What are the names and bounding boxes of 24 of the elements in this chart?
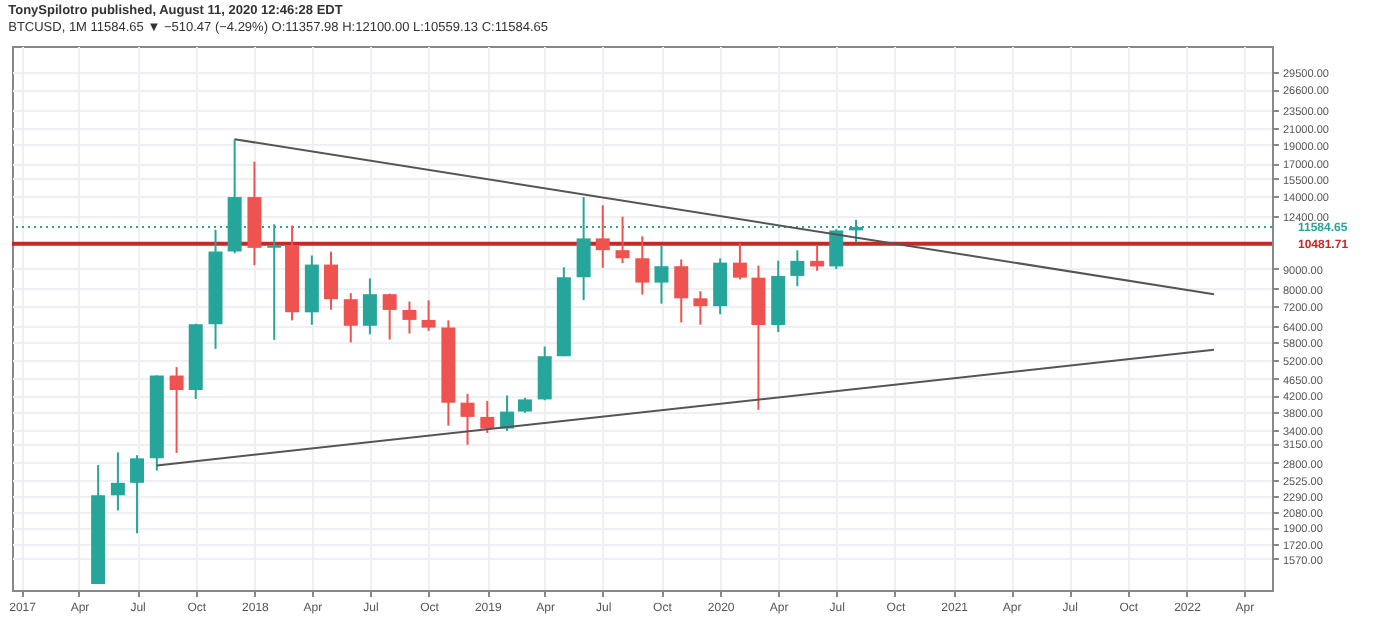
candlestick [654, 244, 669, 305]
candlestick [323, 250, 338, 311]
candlestick [713, 257, 728, 316]
candlestick [615, 215, 630, 265]
candlestick [480, 400, 495, 434]
candlestick [674, 258, 689, 324]
candlestick [537, 345, 552, 402]
candlestick [732, 242, 747, 281]
candlestick [110, 451, 125, 512]
candlestick [460, 392, 475, 446]
candlestick [595, 204, 610, 269]
candlestick [402, 300, 417, 335]
candlestick [421, 299, 436, 332]
candlestick [751, 264, 766, 411]
candlestick [169, 366, 184, 454]
candlestick [635, 235, 650, 296]
candlestick [343, 292, 358, 344]
candlestick [362, 277, 377, 336]
candlestick [790, 249, 805, 288]
candlestick [382, 292, 397, 341]
candlestick [810, 244, 825, 272]
candlestick [693, 290, 708, 326]
candlestick [130, 454, 145, 535]
candlestick [304, 254, 319, 326]
